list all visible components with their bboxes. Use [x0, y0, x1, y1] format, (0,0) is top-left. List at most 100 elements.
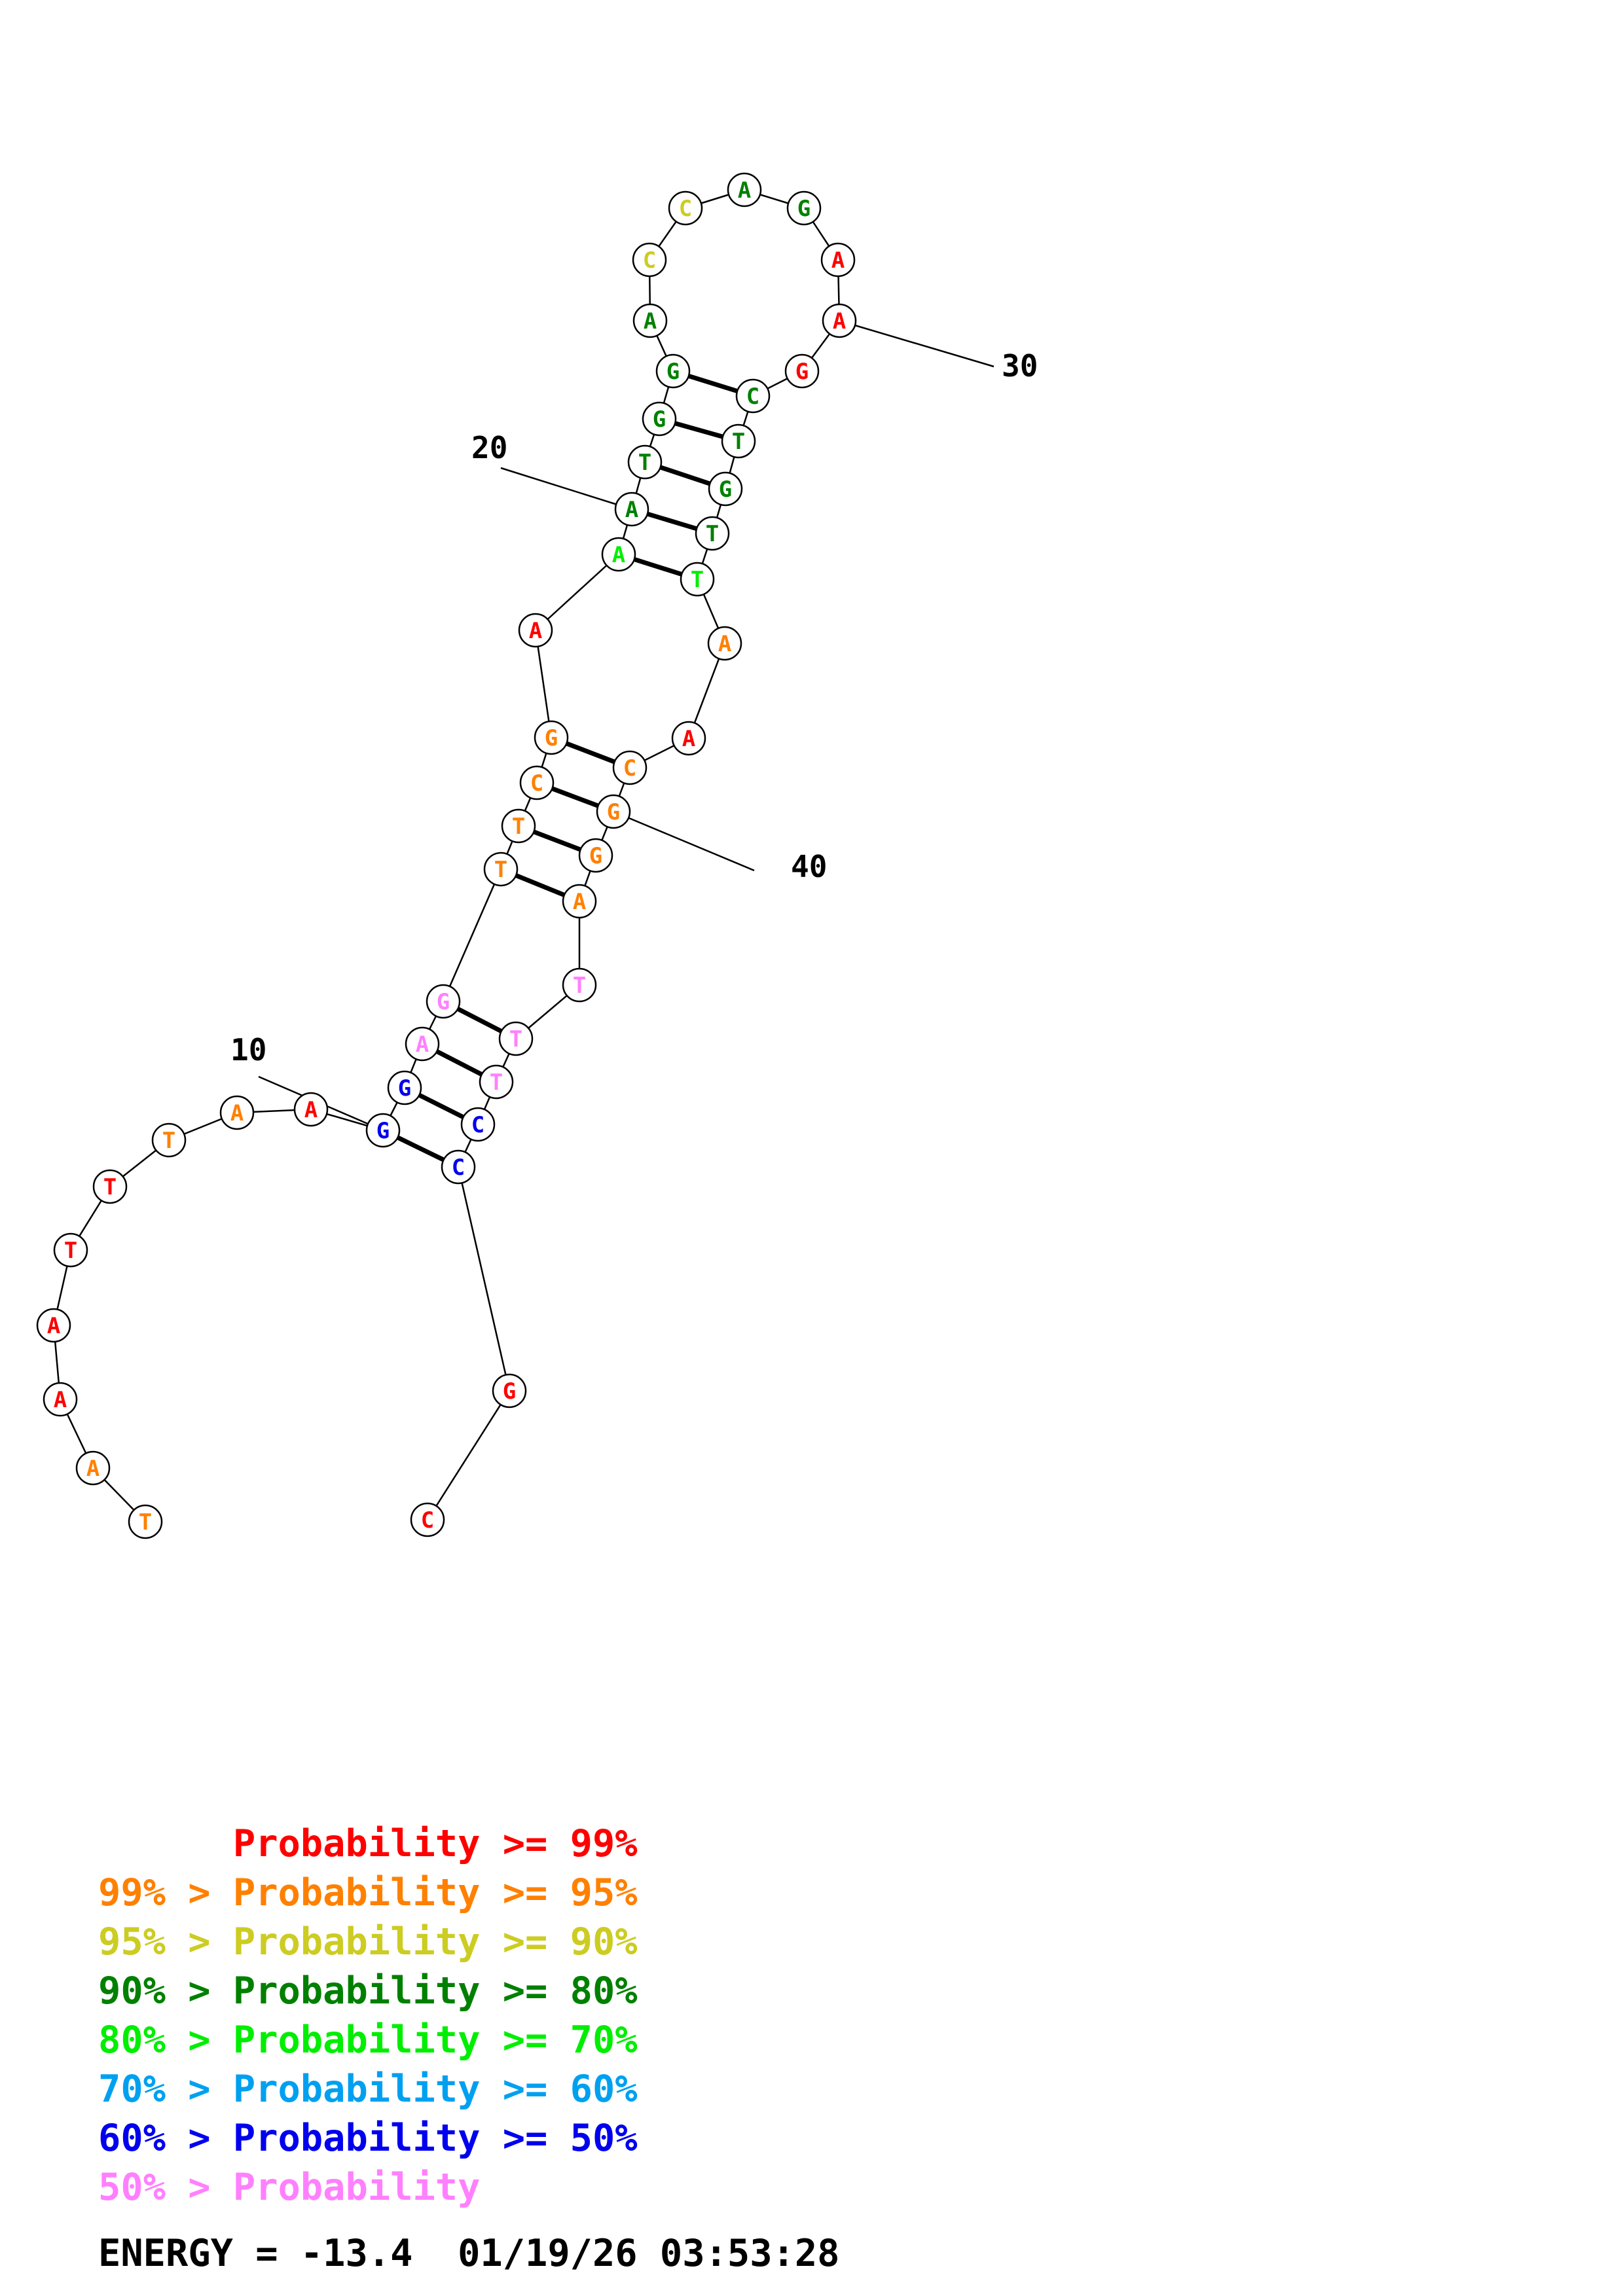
nucleotide-base: A	[625, 497, 638, 523]
base-pair-line	[515, 873, 566, 897]
nucleotide-circle	[426, 984, 461, 1019]
nucleotide-base: A	[831, 247, 845, 274]
nucleotide-circle	[387, 1070, 422, 1105]
legend-prefix	[98, 1822, 233, 1865]
nucleotide-circle	[707, 626, 742, 661]
nucleotide-circle	[784, 353, 820, 389]
base-pair-line	[659, 465, 711, 486]
nucleotide-44: T	[498, 1021, 534, 1056]
nucleotide-circle	[479, 1064, 514, 1100]
nucleotide-circle	[293, 1092, 329, 1127]
position-label-20: 20	[471, 430, 507, 465]
legend-suffix: >= 80%	[480, 1969, 638, 2013]
base-pair-line	[633, 557, 683, 577]
nucleotide-circle	[498, 1021, 534, 1056]
legend-suffix: >= 95%	[480, 1871, 638, 1914]
nucleotide-base: G	[607, 799, 620, 825]
nucleotide-circle	[501, 808, 536, 844]
nucleotide-circle	[596, 794, 631, 829]
nucleotide-10: G	[365, 1113, 401, 1148]
legend-suffix: >= 99%	[480, 1822, 638, 1865]
nucleotide-base: T	[494, 857, 507, 883]
legend-label: Probability	[232, 2068, 481, 2111]
nucleotide-circle	[219, 1095, 255, 1130]
legend-label: Probability	[232, 2166, 481, 2209]
nucleotide-circle	[534, 720, 569, 755]
nucleotide-circle	[695, 516, 730, 551]
nucleotide-31: G	[784, 353, 820, 389]
nucleotide-base: G	[503, 1378, 516, 1405]
nucleotide-circle	[708, 471, 743, 507]
nucleotide-base: C	[623, 755, 636, 781]
energy-value: ENERGY = -13.4	[98, 2232, 413, 2275]
nucleotide-base: T	[509, 1026, 522, 1052]
nucleotide-7: T	[151, 1122, 187, 1158]
nucleotide-base: A	[54, 1387, 67, 1413]
nucleotide-25: C	[632, 242, 667, 278]
nucleotide-4: A	[36, 1308, 71, 1343]
legend-suffix: >= 90%	[480, 1920, 638, 1964]
backbone-segment	[442, 869, 502, 1002]
nucleotide-base: G	[795, 359, 809, 385]
nucleotide-base: A	[718, 631, 731, 657]
nucleotide-1: T	[128, 1504, 163, 1539]
nucleotide-base: T	[490, 1069, 503, 1096]
nucleotide-base: A	[612, 542, 625, 568]
nucleotide-circle	[822, 303, 857, 338]
nucleotide-circle	[721, 423, 756, 459]
nucleotide-37: A	[707, 626, 742, 661]
nucleotide-base: T	[139, 1509, 152, 1535]
nucleotide-base: G	[589, 843, 602, 869]
probability-legend: Probability >= 99% 99% > Probability >= 9…	[98, 1820, 638, 2212]
legend-row: 70% > Probability >= 60%	[98, 2065, 638, 2114]
nucleotide-circle	[460, 1107, 496, 1142]
nucleotide-38: A	[671, 721, 706, 756]
nucleotide-circle	[562, 967, 597, 1003]
nucleotide-circle	[627, 444, 663, 480]
legend-label: Probability	[232, 2018, 481, 2062]
nucleotide-28: G	[786, 190, 822, 226]
nucleotide-29: A	[820, 242, 856, 278]
nucleotide-8: A	[219, 1095, 255, 1130]
nucleotide-base: C	[643, 247, 656, 274]
nucleotide-19: A	[601, 537, 636, 572]
nucleotide-circle	[75, 1450, 111, 1486]
nucleotide-49: C	[410, 1502, 445, 1537]
nucleotide-39: C	[612, 750, 647, 785]
base-pair-line	[418, 1093, 465, 1119]
legend-label: Probability	[232, 1920, 481, 1964]
nucleotide-32: C	[735, 378, 771, 414]
nucleotide-circle	[365, 1113, 401, 1148]
nucleotide-base: C	[421, 1507, 434, 1534]
base-pair-line	[566, 741, 615, 764]
nucleotide-41: G	[578, 838, 613, 873]
base-pair-line	[396, 1135, 445, 1162]
nucleotide-9: A	[293, 1092, 329, 1127]
legend-label: Probability	[232, 1822, 481, 1865]
nucleotide-circle	[518, 613, 553, 648]
nucleotide-circle	[43, 1382, 78, 1417]
nucleotide-base: T	[638, 450, 651, 476]
nucleotide-circle	[410, 1502, 445, 1537]
nucleotide-circle	[820, 242, 856, 278]
nucleotide-circle	[601, 537, 636, 572]
legend-suffix: >= 60%	[480, 2068, 638, 2111]
legend-row: 90% > Probability >= 80%	[98, 1967, 638, 2016]
position-leader-line	[613, 810, 755, 872]
nucleotide-48: G	[492, 1373, 527, 1408]
legend-row: 80% > Probability >= 70%	[98, 2016, 638, 2065]
base-pair-lines	[396, 374, 739, 1162]
legend-label: Probability	[232, 1969, 481, 2013]
nucleotide-circle	[519, 765, 555, 800]
nucleotide-circle	[53, 1232, 88, 1268]
nucleotide-circle	[642, 401, 677, 437]
nucleotide-21: T	[627, 444, 663, 480]
nucleotide-45: T	[479, 1064, 514, 1100]
nucleotide-circle	[632, 242, 667, 278]
backbone-segment	[534, 630, 553, 738]
nucleotide-circle	[405, 1026, 440, 1062]
nucleotide-base: A	[644, 308, 657, 334]
nucleotide-base: T	[732, 429, 745, 455]
nucleotide-circle	[128, 1504, 163, 1539]
